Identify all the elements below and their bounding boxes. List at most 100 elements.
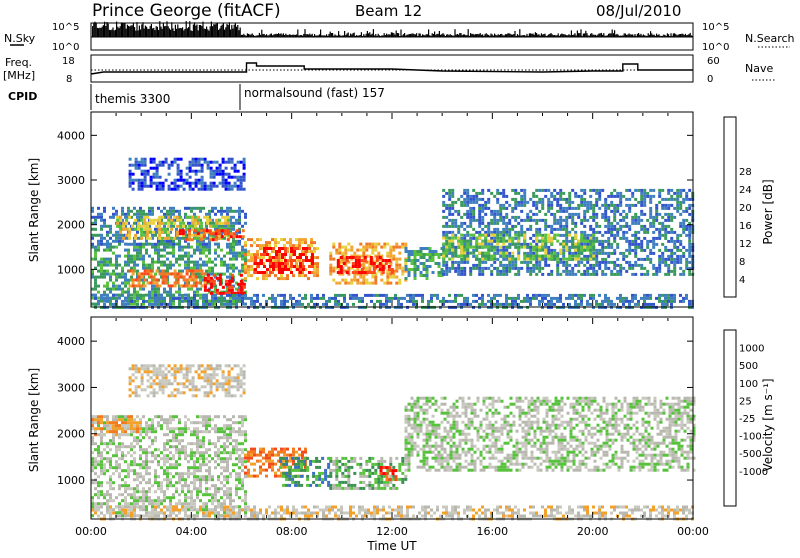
data-cell (380, 246, 383, 249)
sky-count-bar (603, 33, 604, 37)
data-cell (457, 243, 460, 246)
data-cell (127, 297, 130, 300)
data-cell (262, 277, 265, 280)
data-cell (172, 255, 175, 258)
data-cell (213, 274, 216, 277)
data-cell (100, 451, 103, 454)
data-cell (589, 201, 592, 204)
data-cell (395, 264, 398, 267)
data-cell (457, 228, 460, 231)
data-cell (189, 164, 192, 167)
data-cell (373, 262, 376, 265)
data-cell (352, 256, 355, 259)
data-cell (179, 225, 182, 228)
data-cell (616, 234, 619, 237)
data-cell (538, 264, 541, 267)
data-cell (580, 234, 583, 237)
data-cell (352, 262, 355, 265)
data-cell (499, 192, 502, 195)
data-cell (511, 240, 514, 243)
data-cell (106, 231, 109, 234)
data-cell (426, 277, 429, 280)
data-cell (210, 188, 213, 191)
data-cell (156, 185, 159, 188)
data-cell (150, 272, 153, 275)
data-cell (595, 252, 598, 255)
data-cell (628, 267, 631, 270)
data-cell (274, 259, 277, 262)
data-cell (466, 216, 469, 219)
data-cell (535, 219, 538, 222)
data-cell (115, 210, 118, 213)
data-cell (247, 238, 250, 241)
sky-count-bar (134, 27, 135, 37)
data-cell (129, 176, 132, 179)
data-cell (184, 261, 187, 264)
data-cell (577, 294, 580, 297)
data-cell (301, 274, 304, 277)
sky-count-bar (486, 33, 487, 37)
data-cell (232, 249, 235, 252)
data-cell (218, 222, 221, 225)
data-cell (580, 252, 583, 255)
data-cell (547, 207, 550, 210)
sky-count-bar (226, 24, 227, 37)
data-cell (371, 246, 374, 249)
sky-count-bar (150, 26, 151, 37)
data-cell (547, 189, 550, 192)
data-cell (214, 300, 217, 303)
data-cell (289, 244, 292, 247)
data-cell (340, 268, 343, 271)
data-cell (442, 258, 445, 261)
data-cell (232, 225, 235, 228)
data-cell (392, 255, 395, 258)
data-cell (158, 216, 161, 219)
data-cell (154, 243, 157, 246)
data-cell (625, 261, 628, 264)
data-cell (451, 237, 454, 240)
data-cell (284, 265, 287, 268)
data-cell (225, 161, 228, 164)
data-cell (166, 270, 169, 273)
data-cell (127, 282, 130, 285)
data-cell (535, 237, 538, 240)
data-cell (215, 222, 218, 225)
data-cell (652, 219, 655, 222)
data-cell (385, 262, 388, 265)
data-cell (397, 303, 400, 306)
data-cell (148, 294, 151, 297)
data-cell (214, 249, 217, 252)
data-cell (169, 210, 172, 213)
data-cell (646, 270, 649, 273)
sky-count-bar (237, 25, 238, 37)
data-cell (227, 225, 230, 228)
data-cell (235, 258, 238, 261)
data-cell (271, 297, 274, 300)
data-cell (589, 225, 592, 228)
data-cell (429, 247, 432, 250)
data-cell (217, 255, 220, 258)
data-cell (406, 300, 409, 303)
data-cell (122, 228, 125, 231)
data-cell (112, 294, 115, 297)
data-cell (194, 229, 197, 232)
data-cell (577, 270, 580, 273)
data-cell (187, 297, 190, 300)
data-cell (670, 237, 673, 240)
data-cell (232, 246, 235, 249)
data-cell (463, 234, 466, 237)
data-cell (541, 201, 544, 204)
data-cell (142, 246, 145, 249)
data-cell (340, 271, 343, 274)
data-cell (204, 158, 207, 161)
data-cell (496, 237, 499, 240)
data-cell (385, 259, 388, 262)
data-cell (227, 219, 230, 222)
data-cell (646, 246, 649, 249)
data-cell (265, 300, 268, 303)
data-cell (193, 249, 196, 252)
data-cell (448, 213, 451, 216)
data-cell (438, 262, 441, 265)
data-cell (568, 234, 571, 237)
data-cell (97, 481, 100, 484)
